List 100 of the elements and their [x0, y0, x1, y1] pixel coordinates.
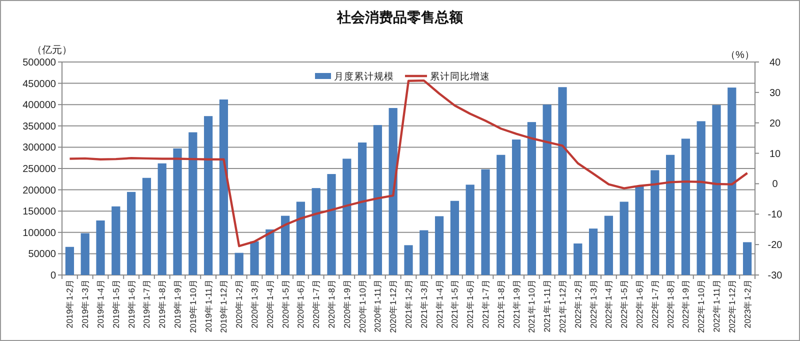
bar: [296, 202, 306, 275]
legend-label: 累计同比增速: [430, 70, 490, 82]
x-tick-label: 2020年1-8月: [326, 279, 336, 328]
y2-tick-label: 0: [772, 179, 778, 190]
x-tick-label: 2019年1-11月: [203, 279, 214, 332]
bar: [342, 158, 352, 275]
x-tick-label: 2022年1-11月: [712, 279, 722, 332]
bar: [312, 188, 320, 275]
x-tick-label: 2021年1-10月: [526, 279, 537, 333]
x-tick-label: 2020年1-2月: [234, 279, 244, 328]
x-tick-label: 2019年1-5月: [110, 279, 121, 328]
x-tick-label: 2022年1-4月: [604, 279, 614, 328]
bar: [188, 132, 198, 275]
bar: [696, 121, 706, 275]
x-tick-label: 2022年1-6月: [634, 279, 644, 328]
x-tick-label: 2022年1-9月: [680, 279, 691, 328]
x-tick-label: 2022年1-3月: [588, 279, 598, 328]
y-tick-label: 200000: [22, 185, 56, 196]
x-tick-label: 2019年1-6月: [126, 279, 136, 328]
bar: [112, 206, 120, 275]
bar: [728, 88, 736, 275]
bar: [404, 245, 413, 275]
y-tick-label: 100000: [22, 228, 56, 239]
x-tick-label: 2021年1-9月: [511, 279, 522, 328]
y-tick-label: 150000: [22, 206, 56, 218]
x-tick-label: 2022年1-8月: [665, 279, 676, 328]
x-tick-label: 2022年1-5月: [619, 279, 630, 328]
bar: [142, 178, 152, 275]
bar: [496, 154, 506, 275]
bar: [420, 230, 428, 275]
bar: [588, 228, 598, 275]
x-tick-label: 2019年1-12月: [218, 279, 229, 333]
y2-tick-label: 40: [769, 58, 781, 68]
y-tick-label: 300000: [22, 142, 56, 154]
x-tick-label: 2022年1-12月: [726, 279, 737, 333]
x-tick-label: 2020年1-11月: [372, 279, 383, 332]
x-tick-label: 2019年1-4月: [96, 279, 106, 328]
y2-tick-label: -20: [768, 240, 783, 252]
bar: [126, 192, 136, 275]
x-tick-label: 2021年1-5月: [450, 279, 460, 328]
bar: [635, 186, 644, 275]
bar: [358, 142, 367, 275]
y2-axis-title: （%）: [726, 50, 754, 61]
x-tick-label: 2020年1-10月: [357, 279, 368, 333]
bar: [604, 216, 614, 275]
bar: [434, 216, 444, 275]
x-tick-label: 2019年1-2月: [64, 279, 75, 328]
bar: [388, 108, 398, 275]
x-tick-label: 2023年1-2月: [742, 279, 752, 328]
bar: [173, 148, 182, 275]
bar: [373, 125, 382, 275]
legend-label: 月度累计规模: [334, 70, 394, 82]
x-tick-label: 2021年1-3月: [418, 279, 429, 328]
bar: [558, 87, 567, 275]
chart-title: 社会消费品零售总额: [336, 9, 464, 25]
bar: [250, 241, 259, 275]
bar: [234, 252, 244, 275]
x-tick-label: 2019年1-10月: [188, 279, 198, 333]
bar: [574, 243, 582, 275]
bar: [527, 122, 536, 275]
y2-tick-label: -30: [768, 270, 783, 282]
x-tick-label: 2021年1-7月: [480, 279, 490, 328]
x-tick-label: 2021年1-6月: [465, 279, 476, 328]
x-tick-label: 2020年1-6月: [296, 279, 306, 328]
bar: [280, 216, 290, 275]
bar: [681, 138, 690, 275]
bar: [80, 233, 90, 275]
y-tick-label: 350000: [22, 121, 56, 132]
y-tick-label: 250000: [22, 164, 56, 175]
y-tick-label: 450000: [22, 78, 56, 90]
x-tick-label: 2021年1-11月: [542, 279, 552, 332]
bar: [712, 105, 721, 275]
y2-tick-label: 30: [769, 88, 781, 99]
bar: [327, 174, 336, 275]
bar: [96, 220, 105, 275]
bar: [158, 163, 166, 275]
bar: [620, 202, 628, 275]
x-tick-label: 2022年1-2月: [572, 279, 583, 328]
bar: [65, 246, 74, 275]
bar: [466, 184, 474, 275]
bar: [666, 154, 675, 275]
bar: [219, 99, 228, 275]
x-tick-label: 2022年1-10月: [696, 279, 706, 333]
x-tick-label: 2019年1-7月: [142, 279, 152, 328]
x-tick-label: 2020年1-12月: [388, 279, 398, 333]
x-tick-label: 2021年1-4月: [434, 279, 444, 328]
y-tick-label: 50000: [28, 249, 56, 260]
bar: [266, 229, 274, 275]
bar: [481, 169, 490, 275]
x-tick-label: 2020年1-3月: [250, 279, 260, 328]
y-axis-title: （亿元）: [32, 45, 72, 56]
bar: [742, 242, 752, 275]
y-tick-label: 0: [50, 270, 56, 282]
x-tick-label: 2019年1-3月: [80, 279, 90, 328]
x-tick-label: 2020年1-7月: [311, 279, 322, 328]
x-tick-label: 2020年1-5月: [280, 279, 290, 328]
x-tick-label: 2020年1-9月: [342, 279, 352, 328]
x-tick-label: 2021年1-8月: [496, 279, 506, 328]
bar: [650, 170, 660, 275]
bar: [512, 140, 521, 275]
